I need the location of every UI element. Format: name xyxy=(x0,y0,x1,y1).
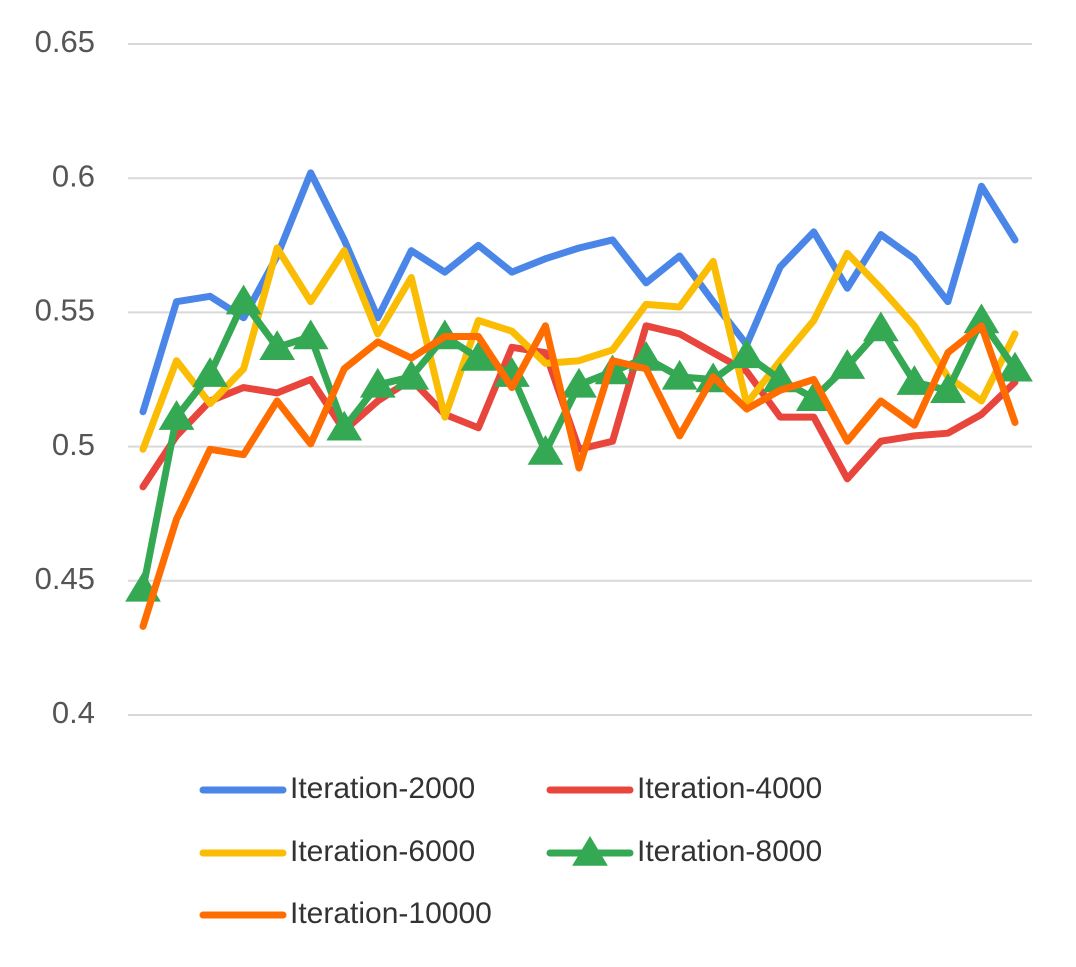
y-tick-label: 0.4 xyxy=(52,695,95,730)
legend-label: Iteration-6000 xyxy=(290,835,475,868)
legend-label: Iteration-4000 xyxy=(637,772,822,805)
point-marker xyxy=(192,357,228,387)
legend-item: Iteration-6000 xyxy=(199,835,475,868)
series-line xyxy=(139,169,1019,416)
point-marker xyxy=(225,284,262,315)
point-marker xyxy=(963,303,1000,334)
point-marker xyxy=(795,381,832,412)
point-marker xyxy=(661,359,698,390)
legend-item: Iteration-4000 xyxy=(546,772,822,805)
series-line xyxy=(139,244,1019,453)
point-marker xyxy=(561,367,597,398)
legend-item: Iteration-10000 xyxy=(199,897,492,930)
legend-label: Iteration-2000 xyxy=(290,772,475,805)
point-marker xyxy=(728,338,765,369)
legend-marker xyxy=(572,836,608,866)
y-tick-label: 0.55 xyxy=(35,293,95,328)
point-marker xyxy=(930,373,966,403)
point-marker xyxy=(326,410,363,441)
point-marker xyxy=(527,434,564,465)
series-line xyxy=(139,322,1019,630)
point-marker xyxy=(829,349,866,379)
point-marker xyxy=(158,400,195,430)
point-marker xyxy=(259,330,296,361)
point-marker xyxy=(896,365,933,395)
y-tick-label: 0.6 xyxy=(52,158,95,193)
series-line xyxy=(139,322,1019,491)
point-marker xyxy=(393,359,430,390)
y-tick-label: 0.5 xyxy=(52,427,95,462)
point-marker xyxy=(292,319,329,350)
point-marker xyxy=(460,341,497,371)
legend-label: Iteration-10000 xyxy=(290,897,492,930)
legend-label: Iteration-8000 xyxy=(637,835,822,868)
legend-item: Iteration-2000 xyxy=(199,772,475,805)
y-tick-label: 0.45 xyxy=(35,561,95,596)
point-marker xyxy=(997,351,1033,382)
point-marker xyxy=(359,367,396,398)
point-marker xyxy=(862,311,899,342)
legend-item: Iteration-8000 xyxy=(546,835,822,868)
y-tick-label: 0.65 xyxy=(35,24,95,59)
